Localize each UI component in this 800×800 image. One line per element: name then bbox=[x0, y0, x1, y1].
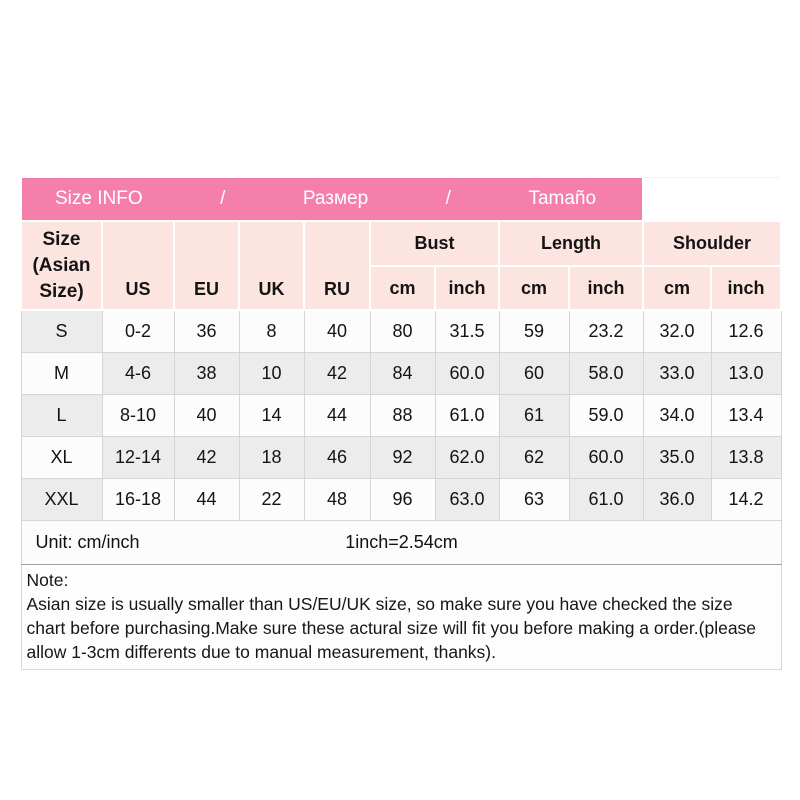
value-cell: 63.0 bbox=[434, 478, 500, 521]
value-cell: 36 bbox=[173, 309, 240, 353]
value-cell: 14 bbox=[238, 394, 305, 437]
size-cell: S bbox=[20, 309, 103, 353]
value-cell: 88 bbox=[369, 394, 436, 437]
value-cell: 44 bbox=[173, 478, 240, 521]
value-cell: 36.0 bbox=[642, 478, 712, 521]
value-cell: 32.0 bbox=[642, 309, 712, 353]
value-cell: 58.0 bbox=[568, 352, 644, 395]
header-ru: RU bbox=[303, 220, 371, 311]
value-cell: 8-10 bbox=[101, 394, 175, 437]
header-length-cm: cm bbox=[498, 265, 570, 311]
title-size-info: Size INFO bbox=[55, 188, 143, 209]
value-cell: 12.6 bbox=[710, 309, 782, 353]
size-chart-table: Size INFO / Размер / Tamaño Size (Asian … bbox=[19, 176, 783, 670]
value-cell: 40 bbox=[173, 394, 240, 437]
header-size-line3: Size) bbox=[39, 280, 84, 302]
value-cell: 33.0 bbox=[642, 352, 712, 395]
value-cell: 13.0 bbox=[710, 352, 782, 395]
value-cell: 44 bbox=[303, 394, 371, 437]
value-cell: 60.0 bbox=[568, 436, 644, 479]
conversion-label: 1inch=2.54cm bbox=[304, 520, 499, 565]
note-body: Asian size is usually smaller than US/EU… bbox=[26, 594, 757, 662]
table-row: M 4-6 38 10 42 84 60.0 60 58.0 33.0 13.0 bbox=[20, 352, 782, 395]
header-eu: EU bbox=[173, 220, 240, 311]
value-cell: 12-14 bbox=[101, 436, 175, 479]
header-length: Length bbox=[497, 220, 645, 267]
size-cell: M bbox=[20, 352, 103, 395]
header-size-cell: Size (Asian Size) bbox=[20, 220, 103, 311]
value-cell: 48 bbox=[303, 478, 371, 521]
value-cell: 0-2 bbox=[101, 309, 175, 353]
header-shoulder: Shoulder bbox=[642, 220, 783, 267]
size-chart: Size INFO / Размер / Tamaño Size (Asian … bbox=[19, 176, 783, 670]
value-cell: 16-18 bbox=[101, 478, 175, 521]
value-cell: 4-6 bbox=[101, 352, 175, 395]
value-cell: 40 bbox=[303, 309, 371, 353]
value-cell: 84 bbox=[369, 352, 436, 395]
header-shoulder-inch: inch bbox=[710, 265, 783, 311]
value-cell: 22 bbox=[238, 478, 305, 521]
header-row-units: cm inch cm inch cm inch bbox=[21, 265, 783, 311]
header-bust-cm: cm bbox=[369, 265, 436, 311]
value-cell: 62.0 bbox=[434, 436, 500, 479]
title-blank-cell bbox=[642, 176, 783, 222]
value-cell: 59.0 bbox=[568, 394, 644, 437]
table-row: XXL 16-18 44 22 48 96 63.0 63 61.0 36.0 14.2 bbox=[20, 478, 782, 521]
value-cell: 13.4 bbox=[710, 394, 782, 437]
table-row: XL 12-14 42 18 46 92 62.0 62 60.0 35.0 13.8 bbox=[20, 436, 782, 479]
title-row: Size INFO / Размер / Tamaño bbox=[19, 176, 783, 222]
unit-row: Unit: cm/inch 1inch=2.54cm bbox=[20, 520, 782, 565]
value-cell: 38 bbox=[173, 352, 240, 395]
unit-row-spacer bbox=[499, 520, 782, 565]
header-us: US bbox=[101, 220, 175, 311]
title-slash-2: / bbox=[445, 188, 451, 209]
title-razmer: Размер bbox=[302, 188, 369, 209]
value-cell: 46 bbox=[303, 436, 371, 479]
note-heading: Note: bbox=[26, 570, 69, 590]
value-cell: 31.5 bbox=[434, 309, 500, 353]
note-cell: Note: Asian size is usually smaller than… bbox=[20, 564, 782, 670]
value-cell: 61.0 bbox=[434, 394, 500, 437]
value-cell: 63 bbox=[498, 478, 570, 521]
header-bust-inch: inch bbox=[434, 265, 500, 311]
value-cell: 60 bbox=[498, 352, 570, 395]
unit-label: Unit: cm/inch bbox=[20, 520, 304, 565]
value-cell: 34.0 bbox=[642, 394, 712, 437]
value-cell: 14.2 bbox=[710, 478, 782, 521]
value-cell: 92 bbox=[369, 436, 436, 479]
size-rows: S 0-2 36 8 40 80 31.5 59 23.2 32.0 12.6 M 4-6 38 10 42 8… bbox=[20, 309, 782, 521]
size-cell: L bbox=[20, 394, 103, 437]
value-cell: 60.0 bbox=[434, 352, 500, 395]
title-slash-1: / bbox=[220, 188, 226, 209]
size-cell: XL bbox=[20, 436, 103, 479]
note-row: Note: Asian size is usually smaller than… bbox=[20, 564, 782, 670]
header-uk: UK bbox=[238, 220, 305, 311]
header-bust: Bust bbox=[369, 220, 500, 267]
value-cell: 62 bbox=[498, 436, 570, 479]
value-cell: 18 bbox=[238, 436, 305, 479]
title-bar: Size INFO / Размер / Tamaño bbox=[19, 176, 645, 222]
value-cell: 61.0 bbox=[568, 478, 644, 521]
value-cell: 61 bbox=[498, 394, 570, 437]
value-cell: 35.0 bbox=[642, 436, 712, 479]
title-tamano: Tamaño bbox=[528, 188, 597, 209]
value-cell: 42 bbox=[173, 436, 240, 479]
header-shoulder-cm: cm bbox=[642, 265, 713, 311]
value-cell: 42 bbox=[303, 352, 371, 395]
value-cell: 10 bbox=[238, 352, 305, 395]
header-length-inch: inch bbox=[567, 265, 645, 311]
value-cell: 23.2 bbox=[568, 309, 644, 353]
header-size-line1: Size bbox=[42, 228, 81, 250]
value-cell: 80 bbox=[369, 309, 436, 353]
header-size-line2: (Asian bbox=[32, 254, 91, 276]
table-row: S 0-2 36 8 40 80 31.5 59 23.2 32.0 12.6 bbox=[20, 309, 782, 353]
header-row-groups: Size (Asian Size) US EU UK RU Bust Lengt… bbox=[20, 220, 783, 311]
value-cell: 8 bbox=[238, 309, 305, 353]
value-cell: 13.8 bbox=[710, 436, 782, 479]
value-cell: 59 bbox=[498, 309, 570, 353]
value-cell: 96 bbox=[369, 478, 436, 521]
table-row: L 8-10 40 14 44 88 61.0 61 59.0 34.0 13.4 bbox=[20, 394, 782, 437]
size-cell: XXL bbox=[20, 478, 103, 521]
